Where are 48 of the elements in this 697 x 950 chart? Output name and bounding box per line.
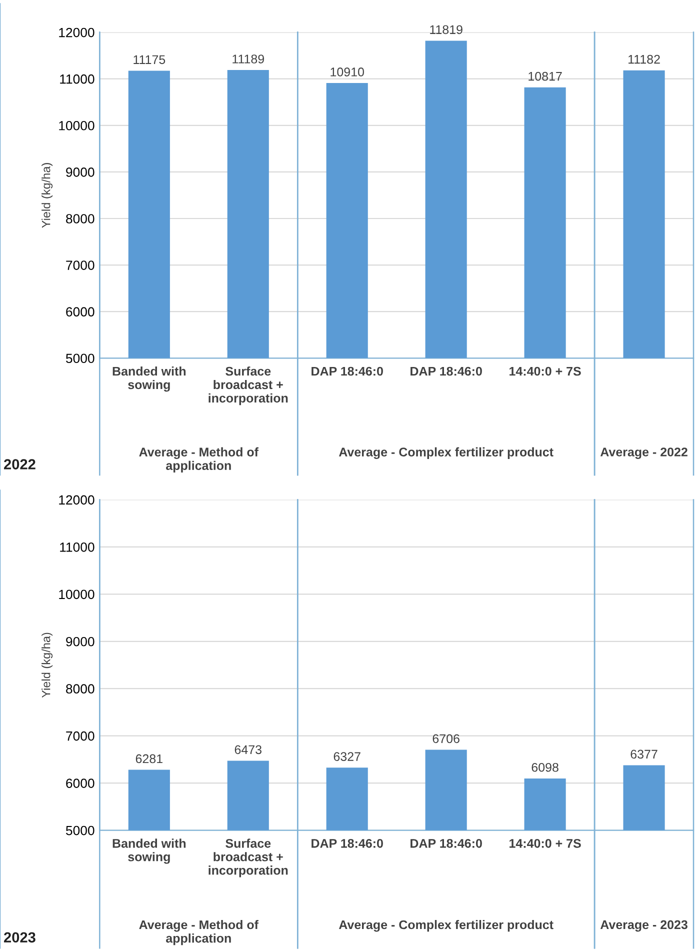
y-tick-label: 7000 (66, 260, 94, 270)
text: 2022 (4, 459, 36, 470)
y-tick-label: 11000 (60, 74, 94, 84)
y-tick-label: 12000 (59, 495, 94, 505)
y-axis-title: Yield (kg/ha) (42, 632, 53, 698)
data-label: 6706 (432, 734, 460, 744)
x-tick-label: Banded with sowing (112, 838, 186, 864)
data-label: 10910 (330, 68, 364, 76)
data-label: 10817 (528, 72, 562, 81)
x-tick-label: DAP 18:46:0 (312, 838, 383, 848)
data-label: 11189 (232, 54, 264, 64)
data-label: 6377 (630, 750, 658, 759)
y-tick-label: 11000 (60, 542, 94, 552)
x-tick-label: DAP 18:46:0 (410, 366, 482, 376)
y-tick-label: 8000 (66, 214, 94, 224)
x-tick-label: Surface broadcast + incorporation (208, 366, 288, 406)
data-label: 6473 (234, 745, 262, 754)
x-tick-label: Banded with sowing (112, 366, 186, 392)
y-tick-label: 9000 (66, 636, 94, 646)
data-label: 11175 (134, 55, 166, 64)
y-tick-label: 10000 (59, 120, 94, 130)
x-tick-label: DAP 18:46:0 (410, 838, 482, 848)
x-tick-label: 14:40:0 + 7S (510, 838, 581, 848)
text: Average - Method of application (139, 447, 259, 472)
x-tick-label: DAP 18:46:0 (312, 366, 383, 376)
y-tick-label: 5000 (66, 826, 94, 836)
text: 2023 (4, 932, 36, 943)
data-label: 6281 (136, 754, 162, 764)
y-tick-label: 7000 (66, 731, 94, 741)
data-label: 11182 (628, 54, 660, 64)
y-tick-label: 6000 (66, 778, 94, 788)
y-tick-label: 9000 (66, 168, 94, 177)
text: Average - 2023 (600, 920, 688, 932)
x-tick-label: 14:40:0 + 7S (510, 366, 581, 376)
x-tick-label: Surface broadcast + incorporation (208, 838, 288, 878)
data-label: 11819 (430, 25, 462, 34)
y-tick-label: 10000 (59, 590, 94, 600)
text: Average - Complex fertilizer product (338, 447, 554, 460)
y-tick-label: 6000 (66, 307, 94, 317)
y-tick-label: 8000 (66, 684, 94, 694)
text: Average - Complex fertilizer product (338, 920, 554, 932)
y-tick-label: 12000 (59, 28, 94, 38)
y-axis-title: Yield (kg/ha) (42, 163, 53, 228)
text: Average - 2022 (600, 448, 688, 459)
text: Average - Method of application (139, 920, 259, 946)
y-tick-label: 5000 (66, 354, 94, 364)
data-label: 6327 (334, 752, 360, 761)
data-label: 6098 (532, 762, 558, 772)
